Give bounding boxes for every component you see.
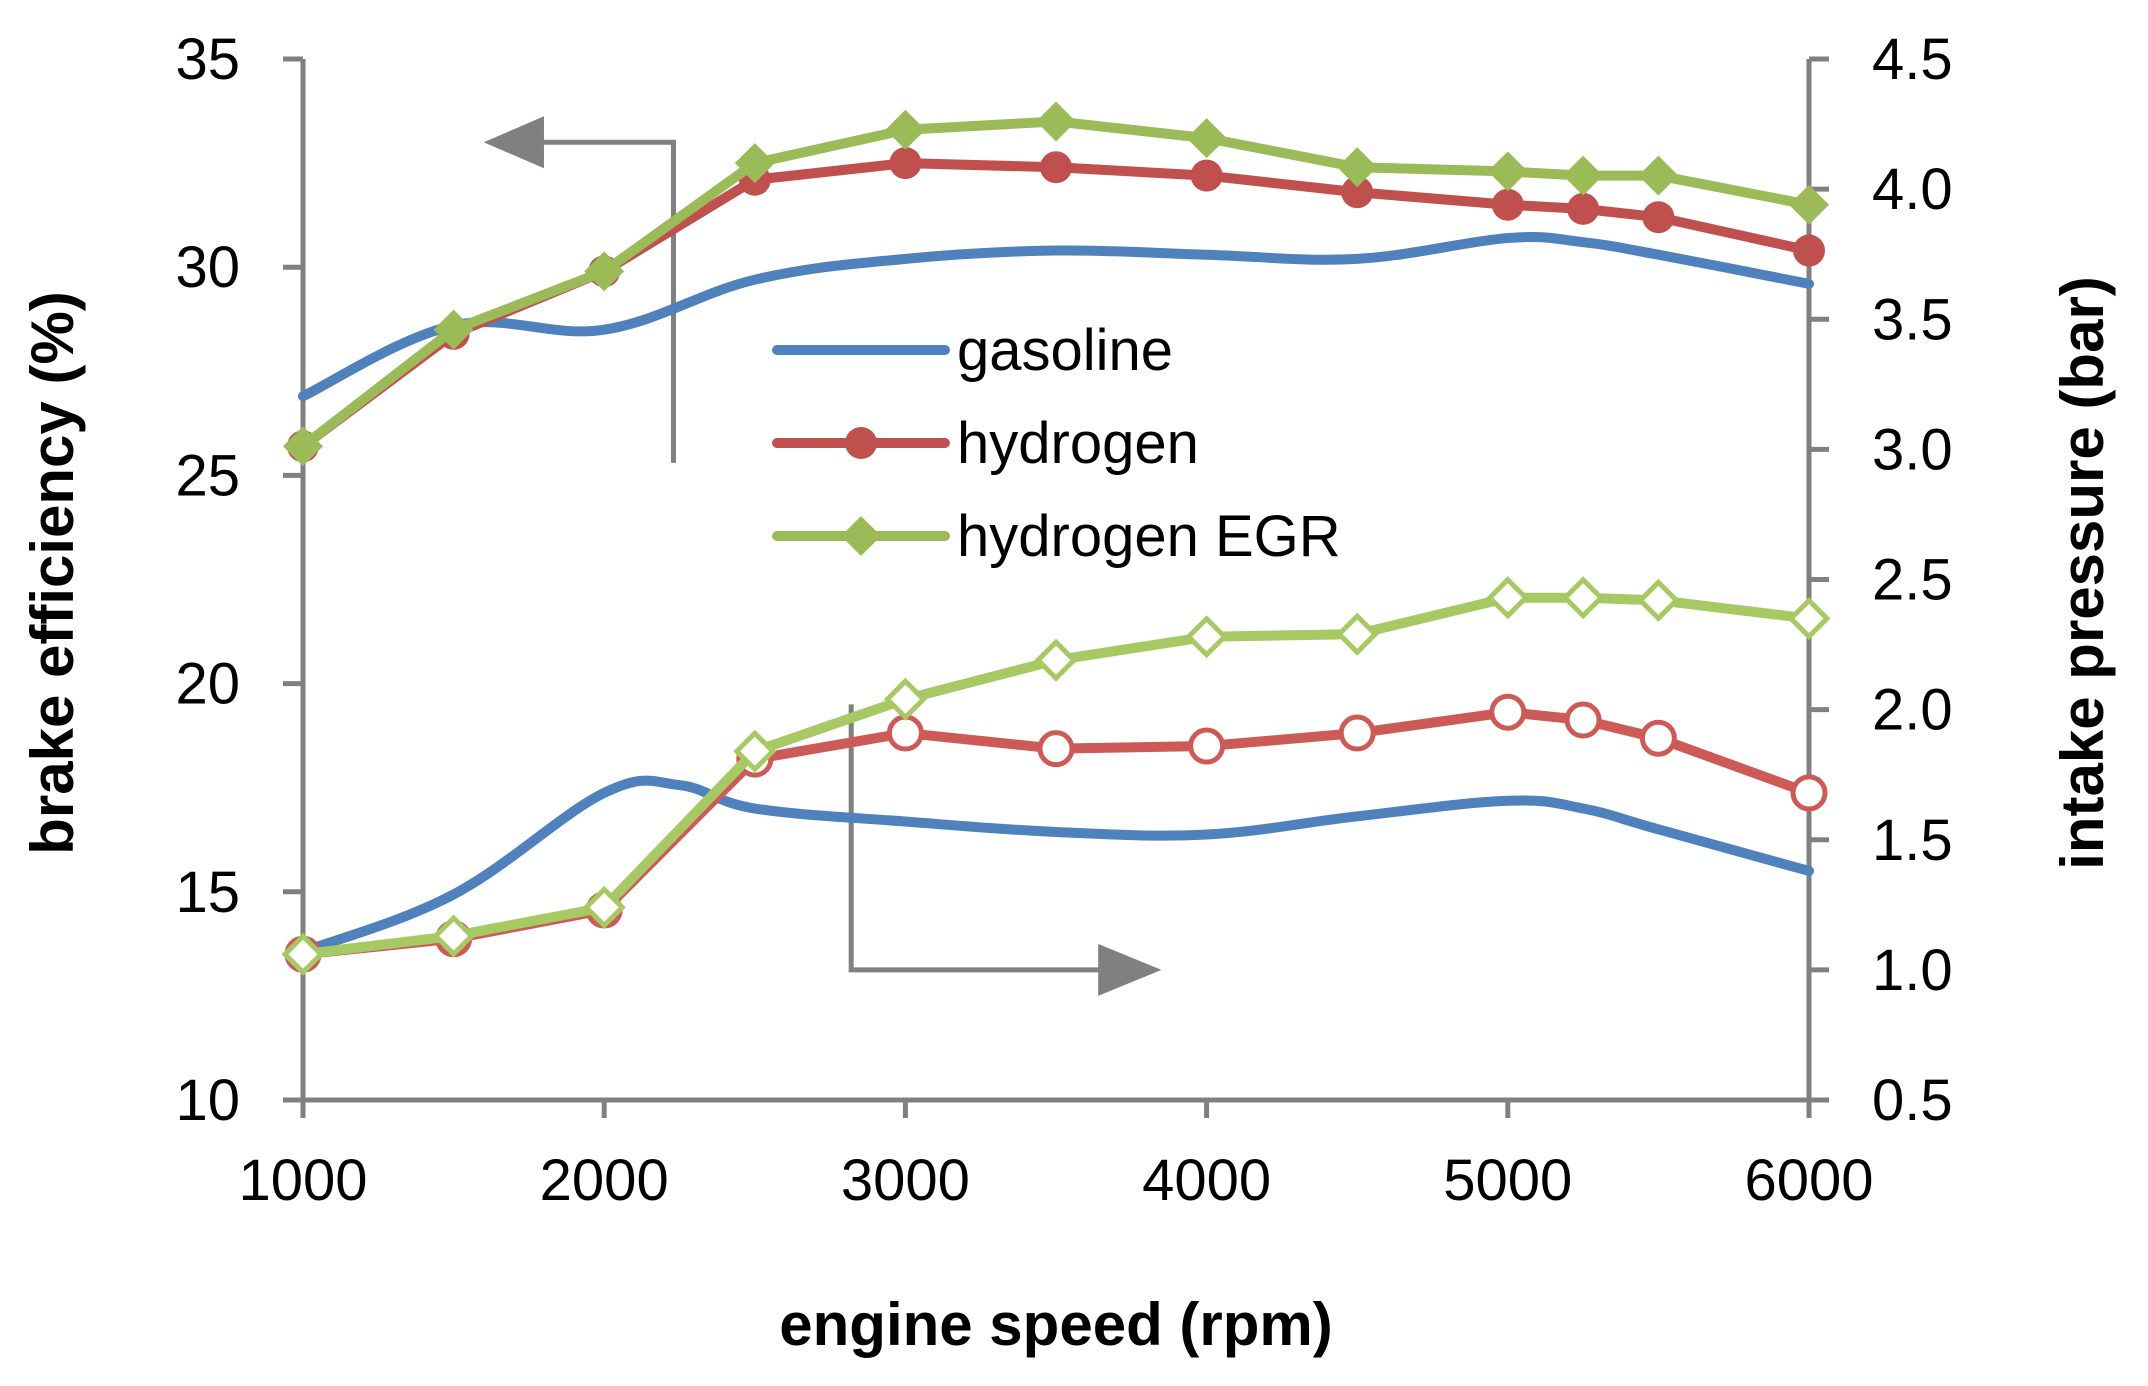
data-point <box>1185 615 1229 659</box>
data-point <box>1491 188 1524 221</box>
left-tick-label: 10 <box>175 1068 240 1133</box>
legend-marker <box>841 516 881 556</box>
legend-label: gasoline <box>957 318 1173 383</box>
right-tick-label: 4.5 <box>1872 27 1953 92</box>
left-tick-label: 30 <box>175 235 240 300</box>
series-line <box>298 232 1814 402</box>
legend-marker <box>845 427 877 459</box>
x-axis-title: engine speed (rpm) <box>779 1291 1332 1358</box>
data-point <box>885 109 926 150</box>
data-point <box>886 714 924 752</box>
data-point <box>1036 101 1076 142</box>
data-point <box>1636 578 1680 622</box>
data-point <box>883 677 927 721</box>
data-point <box>1486 576 1530 620</box>
right-tick-label: 1.0 <box>1872 938 1953 1003</box>
legend-label: hydrogen <box>957 411 1199 476</box>
data-point <box>1186 118 1227 159</box>
data-point <box>1793 234 1825 267</box>
legend-item: hydrogen EGR <box>772 504 1341 569</box>
data-point <box>1489 693 1527 731</box>
data-point <box>1563 155 1604 196</box>
data-point <box>1638 155 1679 196</box>
right-arrow-head <box>1098 943 1162 996</box>
data-point <box>582 885 626 929</box>
data-point <box>1564 701 1602 739</box>
data-point <box>733 729 777 773</box>
right-tick-label: 2.5 <box>1872 548 1953 613</box>
right-tick-label: 3.5 <box>1872 287 1953 352</box>
data-point <box>584 251 625 292</box>
data-point <box>1567 192 1600 225</box>
right-axis-arrow-line <box>848 704 1102 973</box>
data-point <box>1561 576 1605 620</box>
data-point <box>1190 159 1223 192</box>
data-point <box>889 147 922 180</box>
right-tick-label: 4.0 <box>1872 157 1953 222</box>
right-tick-label: 3.0 <box>1872 417 1953 482</box>
data-point <box>281 932 325 976</box>
data-point <box>1338 714 1376 752</box>
data-point <box>1341 176 1374 209</box>
left-tick-label: 25 <box>175 443 240 508</box>
data-point <box>1787 597 1831 641</box>
annotation-arrows <box>483 116 1162 996</box>
legend-item: hydrogen <box>772 411 1199 476</box>
data-point <box>1642 201 1675 234</box>
data-point <box>1037 730 1075 768</box>
data-point <box>1789 184 1829 225</box>
series <box>281 101 1831 976</box>
legend-label: hydrogen EGR <box>957 504 1341 569</box>
x-tick-label: 4000 <box>1142 1148 1271 1213</box>
data-point <box>1487 151 1528 192</box>
data-point <box>1639 719 1677 757</box>
series-gasoline-intake-pressure <box>298 775 1814 957</box>
data-point <box>1790 774 1828 812</box>
left-axis-arrow-line <box>537 139 676 463</box>
data-point <box>1040 151 1072 184</box>
data-point <box>734 143 775 184</box>
left-arrow-head <box>483 116 544 169</box>
series-hydrogen-EGR-intake-pressure <box>281 576 1831 976</box>
right-tick-label: 2.0 <box>1872 678 1953 743</box>
left-tick-label: 20 <box>175 652 240 717</box>
right-axis-title: intake pressure (bar) <box>2049 276 2116 870</box>
x-tick-label: 1000 <box>238 1148 367 1213</box>
series-hydrogen-EGR <box>283 101 1829 467</box>
legend: gasoline hydrogen hydrogen EGR <box>772 318 1341 569</box>
left-tick-label: 35 <box>175 27 240 92</box>
left-tick-label: 15 <box>175 860 240 925</box>
data-point <box>283 426 323 467</box>
series-line <box>298 775 1814 957</box>
data-point <box>1337 147 1378 188</box>
right-tick-label: 1.5 <box>1872 808 1953 873</box>
data-point <box>1335 612 1379 656</box>
axes: 1000 2000 3000 4000 5000 6000 10 15 20 25 30 35 0.5 1… <box>175 27 1952 1213</box>
series-gasoline <box>298 232 1814 402</box>
legend-item: gasoline <box>772 318 1173 383</box>
data-point <box>433 309 474 350</box>
data-point <box>1188 727 1226 765</box>
right-tick-label: 0.5 <box>1872 1068 1953 1133</box>
x-tick-label: 3000 <box>841 1148 970 1213</box>
x-tick-label: 5000 <box>1443 1148 1572 1213</box>
data-point <box>1034 638 1078 682</box>
x-tick-label: 2000 <box>540 1148 669 1213</box>
data-point <box>432 914 476 958</box>
x-tick-label: 6000 <box>1744 1148 1873 1213</box>
left-axis-title: brake efficiency (%) <box>19 291 86 855</box>
